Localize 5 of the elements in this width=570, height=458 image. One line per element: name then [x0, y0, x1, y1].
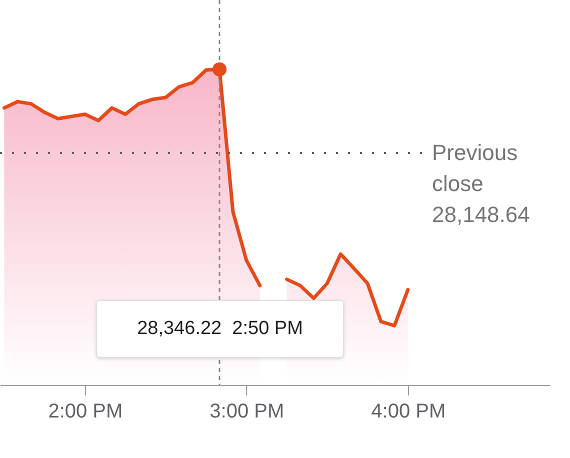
- x-tick-label: 3:00 PM: [210, 400, 284, 422]
- ref-line-label: Previous close 28,148.64: [432, 140, 530, 228]
- x-tick-label: 2:00 PM: [48, 400, 123, 422]
- tooltip-box: 28,346.22 2:50 PM: [96, 300, 344, 358]
- x-tick-label: 4:00 PM: [371, 400, 446, 422]
